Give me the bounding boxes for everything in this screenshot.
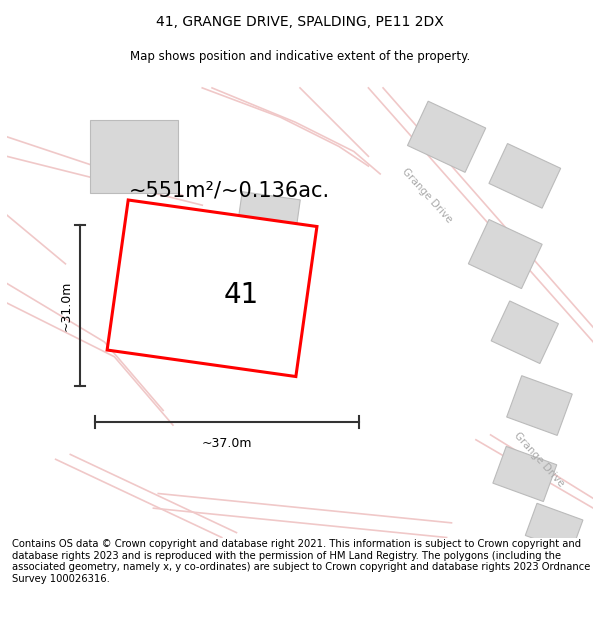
Text: 41, GRANGE DRIVE, SPALDING, PE11 2DX: 41, GRANGE DRIVE, SPALDING, PE11 2DX <box>156 15 444 29</box>
Polygon shape <box>90 119 178 193</box>
Text: Grange Drive: Grange Drive <box>512 430 566 489</box>
Polygon shape <box>407 101 486 172</box>
Text: ~551m²/~0.136ac.: ~551m²/~0.136ac. <box>129 181 330 201</box>
Text: ~37.0m: ~37.0m <box>202 437 252 450</box>
Polygon shape <box>526 503 583 552</box>
Polygon shape <box>107 200 317 376</box>
Text: Map shows position and indicative extent of the property.: Map shows position and indicative extent… <box>130 50 470 62</box>
Text: 41: 41 <box>224 281 259 309</box>
Text: Contains OS data © Crown copyright and database right 2021. This information is : Contains OS data © Crown copyright and d… <box>12 539 590 584</box>
Polygon shape <box>493 446 557 501</box>
Polygon shape <box>469 219 542 289</box>
Polygon shape <box>506 376 572 436</box>
Polygon shape <box>232 192 300 278</box>
Text: Grange Drive: Grange Drive <box>400 166 454 224</box>
Polygon shape <box>491 301 559 364</box>
Text: ~31.0m: ~31.0m <box>60 280 73 331</box>
Polygon shape <box>489 144 560 208</box>
